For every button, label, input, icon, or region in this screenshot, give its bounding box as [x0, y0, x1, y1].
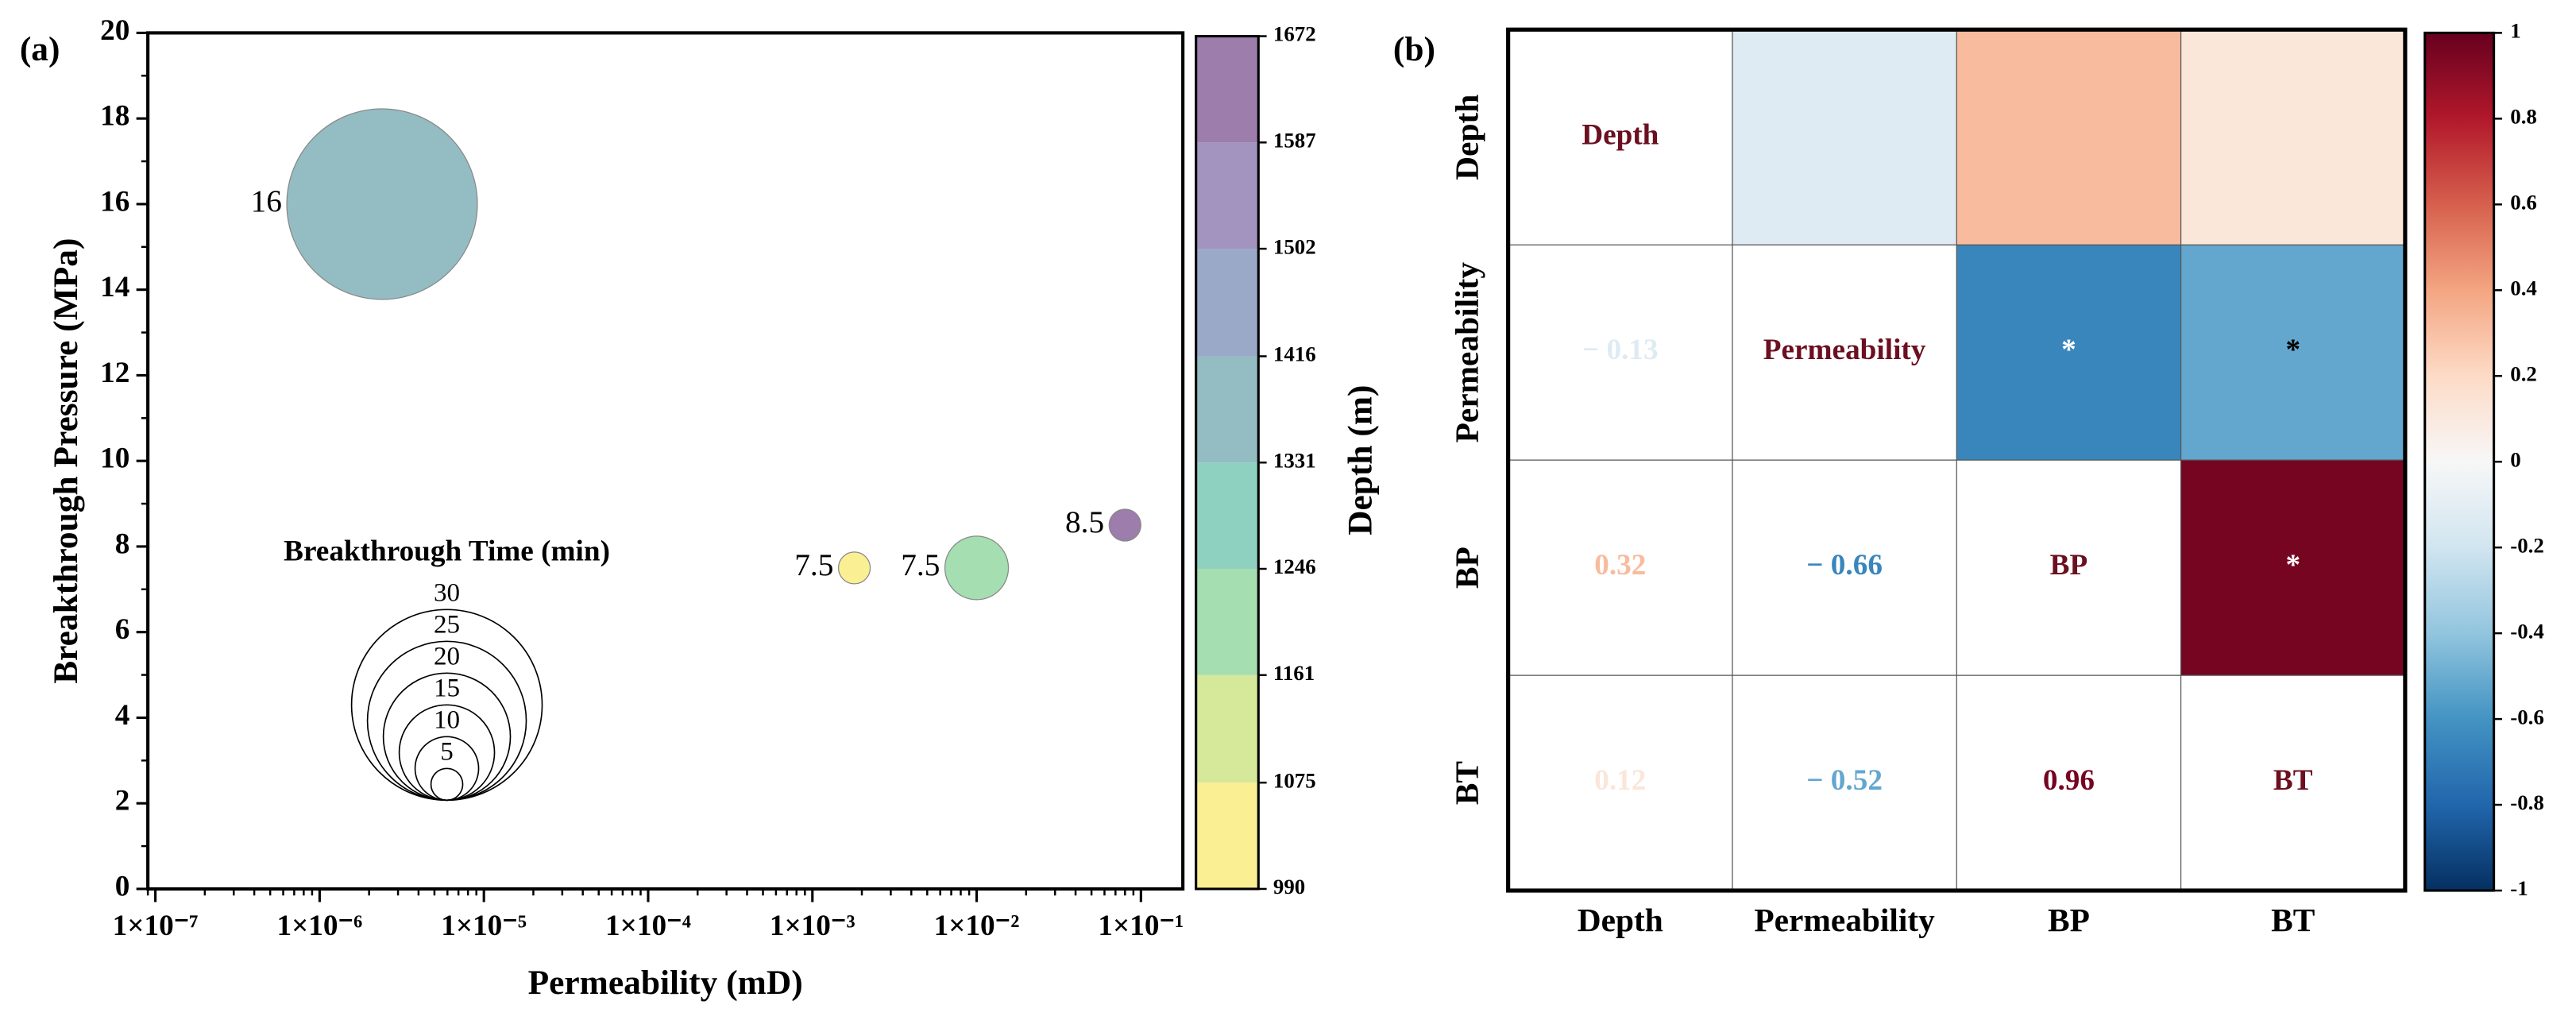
size-legend-label: 15 [434, 674, 460, 702]
x-tick-label: 1×10⁻⁵ [441, 910, 527, 942]
colorbar-tick-label: 0 [2510, 447, 2520, 471]
y-tick-label: 12 [100, 357, 129, 389]
y-tick-label: 20 [100, 14, 129, 47]
x-tick-label: 1×10⁻⁷ [113, 910, 199, 942]
colorbar-band [1195, 569, 1259, 675]
colorbar-tick-label: 1161 [1273, 661, 1315, 685]
colorbar-tick-label: -0.4 [2510, 619, 2544, 643]
colorbar-tick-label: -1 [2510, 876, 2528, 900]
colorbar-band [1195, 674, 1259, 783]
colorbar-tick-label: 1672 [1273, 22, 1316, 46]
colorbar-band [1195, 36, 1259, 143]
heatmap-cell [1732, 29, 1957, 245]
column-label: Depth [1578, 902, 1663, 938]
bubble [1108, 508, 1141, 542]
x-axis-title: Permeability (mD) [528, 964, 803, 1002]
colorbar-tick-label: 1246 [1273, 555, 1316, 578]
x-tick-label: 1×10⁻³ [770, 910, 855, 942]
row-label: BP [1449, 547, 1485, 589]
colorbar-title: Depth (m) [1342, 384, 1380, 535]
significance-mark: * [2285, 549, 2300, 582]
y-tick-label: 8 [115, 527, 130, 560]
size-legend-label: 30 [434, 578, 460, 607]
colorbar-band [1195, 356, 1259, 463]
y-tick-label: 6 [115, 613, 130, 646]
cell-value-label: − 0.13 [1582, 334, 1659, 366]
colorbar-tick-label: 1331 [1273, 448, 1316, 472]
bubble [286, 108, 478, 300]
diagonal-label: BP [2050, 549, 2088, 582]
colorbar-tick-label: 0.4 [2510, 276, 2537, 299]
diagonal-label: Depth [1582, 118, 1659, 151]
diagonal-label: BT [2273, 764, 2313, 797]
cell-value-label: − 0.66 [1806, 549, 1883, 582]
bubble [837, 551, 871, 585]
y-tick-label: 0 [115, 871, 130, 903]
cell-value-label: 0.96 [2043, 764, 2095, 797]
x-tick-label: 1×10⁻⁶ [276, 910, 362, 942]
colorbar-tick-label: -0.2 [2510, 533, 2544, 557]
colorbar-band [1195, 462, 1259, 570]
column-label: BP [2048, 902, 2090, 938]
colorbar-tick-label: 1 [2510, 19, 2520, 43]
size-legend-circle [350, 609, 543, 802]
colorbar-tick-label: 0.8 [2510, 105, 2537, 129]
size-legend-title: Breakthrough Time (min) [284, 535, 610, 568]
y-tick-label: 10 [100, 442, 129, 475]
y-tick-label: 4 [115, 699, 130, 732]
size-legend-label: 10 [434, 705, 460, 734]
plot-frame [1506, 27, 2408, 893]
bubble-label: 16 [251, 184, 282, 218]
size-legend-label: 5 [440, 737, 454, 766]
colorbar-tick-label: 990 [1273, 875, 1305, 898]
size-legend-circle [430, 767, 464, 802]
size-legend-label: 20 [434, 642, 460, 670]
row-label: Depth [1449, 95, 1485, 180]
significance-mark: * [2285, 334, 2300, 366]
y-tick-label: 14 [100, 271, 129, 303]
y-axis-title: Breakthrough Pressure (MPa) [47, 238, 85, 684]
column-label: BT [2271, 902, 2315, 938]
colorbar-tick-label: 1416 [1273, 342, 1316, 366]
colorbar-tick-label: 1502 [1273, 234, 1316, 258]
diagonal-label: Permeability [1763, 334, 1926, 366]
cell-value-label: 0.32 [1594, 549, 1646, 582]
bubble-label: 7.5 [794, 548, 833, 582]
y-tick-label: 2 [115, 785, 130, 817]
bubble-label: 8.5 [1065, 505, 1104, 539]
colorbar [2423, 31, 2496, 892]
row-label: Permeability [1449, 262, 1485, 443]
cell-value-label: − 0.52 [1806, 764, 1883, 797]
heatmap-cell [1956, 29, 2181, 245]
size-legend-label: 25 [434, 610, 460, 639]
cell-value-label: 0.12 [1594, 764, 1646, 797]
heatmap-cell [1956, 245, 2181, 461]
heatmap-cell [2180, 460, 2405, 676]
colorbar-band [1195, 249, 1259, 357]
colorbar-tick-label: 0.2 [2510, 361, 2537, 385]
colorbar-band [1195, 142, 1259, 249]
bubble-label: 7.5 [901, 548, 940, 582]
y-tick-label: 16 [100, 185, 129, 218]
colorbar-tick-label: -0.8 [2510, 790, 2544, 814]
significance-mark: * [2061, 334, 2076, 366]
colorbar-tick-label: 1075 [1273, 768, 1316, 792]
colorbar-tick-label: -0.6 [2510, 705, 2544, 728]
heatmap-cell [2180, 245, 2405, 461]
panel-label: (a) [20, 30, 60, 68]
bubble [944, 535, 1010, 601]
panel-label: (b) [1393, 30, 1435, 68]
x-tick-label: 1×10⁻¹ [1098, 910, 1184, 942]
row-label: BT [1449, 761, 1485, 805]
x-tick-label: 1×10⁻⁴ [605, 910, 691, 942]
colorbar-tick-label: 0.6 [2510, 190, 2537, 214]
x-tick-label: 1×10⁻² [934, 910, 1020, 942]
colorbar-band [1195, 782, 1259, 889]
y-tick-label: 18 [100, 100, 129, 133]
heatmap-cell [2180, 29, 2405, 245]
colorbar-tick-label: 1587 [1273, 128, 1316, 152]
column-label: Permeability [1754, 902, 1935, 938]
